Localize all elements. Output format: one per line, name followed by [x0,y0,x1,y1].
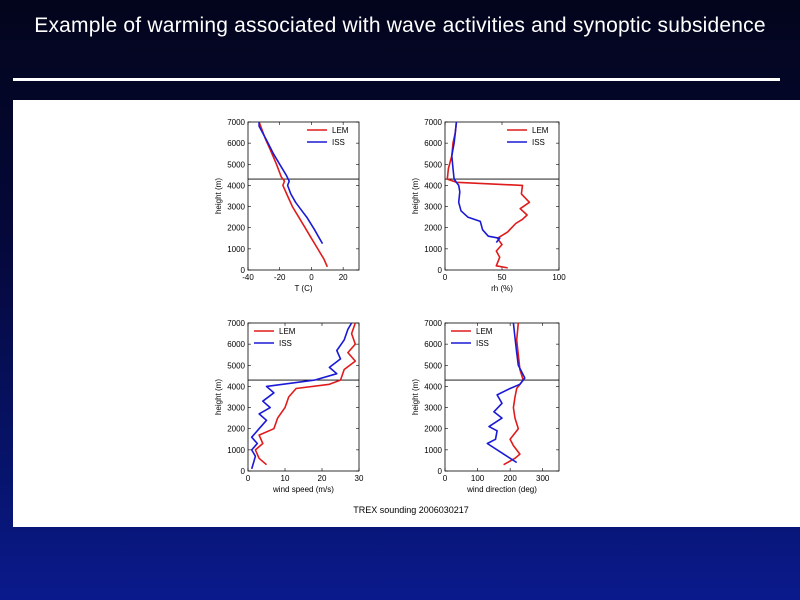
panel-3-y-tick-label: 7000 [227,319,245,328]
panel-2-y-axis-label: height (m) [411,178,420,214]
panel-3-series-lem [254,322,357,466]
panel-3-y-tick-label: 2000 [227,425,245,434]
panel-2-y-tick-label: 4000 [424,181,442,190]
panel-2-y-tick-label: 3000 [424,203,442,212]
panel-3-x-tick-label: 10 [281,474,290,483]
panel-2-legend-label-lem: LEM [532,126,549,135]
panel-1-x-tick-label: 20 [339,273,348,282]
panel-2-y-tick-label: 2000 [424,224,442,233]
panel-1-y-tick-label: 5000 [227,160,245,169]
panel-1-y-tick-label: 1000 [227,245,245,254]
panel-4-y-tick-label: 4000 [424,382,442,391]
panel-2-x-tick-label: 100 [552,273,566,282]
panel-1-plot-area [247,121,360,271]
panel-3-x-axis-label: wind speed (m/s) [272,485,334,494]
panel-3-x-tick-label: 0 [246,474,251,483]
panel-1-series-lem [258,121,329,268]
panel-2-x-tick-label: 0 [443,273,448,282]
panel-2-y-tick-label: 6000 [424,139,442,148]
slide-title: Example of warming associated with wave … [34,14,766,37]
panel-4-y-axis-label: height (m) [411,379,420,415]
panel-1-y-tick-label: 2000 [227,224,245,233]
panel-3-y-tick-label: 0 [241,467,246,476]
panel-3-legend-label-iss: ISS [279,339,292,348]
panel-2-y-tick-label: 5000 [424,160,442,169]
panel-4-x-tick-label: 0 [443,474,448,483]
panel-4-series-iss [486,322,526,464]
panel-4-y-tick-label: 2000 [424,425,442,434]
panel-4-y-tick-label: 3000 [424,404,442,413]
panel-4-y-tick-label: 6000 [424,340,442,349]
panel-4-plot-area [444,322,560,472]
panel-4-x-tick-label: 200 [503,474,517,483]
panel-2-y-tick-label: 7000 [424,118,442,127]
panel-3-y-tick-label: 4000 [227,382,245,391]
panel-4-x-tick-label: 300 [536,474,550,483]
panel-1-x-axis-label: T (C) [294,284,312,293]
sounding-figure: TREX sounding 2006030217 010002000300040… [214,118,566,515]
panel-3-y-tick-label: 5000 [227,361,245,370]
panel-1-legend-label-lem: LEM [332,126,349,135]
panel-1-y-tick-label: 3000 [227,203,245,212]
title-divider [13,78,780,81]
panel-3-x-tick-label: 20 [318,474,327,483]
panel-2-x-tick-label: 50 [498,273,507,282]
panel-3-y-axis-label: height (m) [214,379,223,415]
panel-3-x-tick-label: 30 [355,474,364,483]
panel-1-y-tick-label: 7000 [227,118,245,127]
panel-1-y-tick-label: 4000 [227,181,245,190]
panel-4-y-tick-label: 7000 [424,319,442,328]
panel-3-y-tick-label: 3000 [227,404,245,413]
panel-1-x-tick-label: 0 [309,273,314,282]
panel-4-legend-label-lem: LEM [476,327,493,336]
panel-3-y-tick-label: 6000 [227,340,245,349]
panel-3-series-iss [250,322,353,470]
panel-4-series-lem [503,322,524,466]
panel-1-legend-label-iss: ISS [332,138,345,147]
panel-1-y-tick-label: 0 [241,266,246,275]
panel-1-x-tick-label: -40 [242,273,254,282]
panel-2-series-iss [451,121,501,244]
panel-1-y-axis-label: height (m) [214,178,223,214]
panel-3-plot-area [247,322,360,472]
panel-4-y-tick-label: 1000 [424,446,442,455]
panel-2-y-tick-label: 1000 [424,245,442,254]
panel-1-x-tick-label: -20 [274,273,286,282]
panel-3-y-tick-label: 1000 [227,446,245,455]
panel-4-x-axis-label: wind direction (deg) [466,485,537,494]
panel-4-y-tick-label: 0 [438,467,443,476]
panel-2-y-tick-label: 0 [438,266,443,275]
panel-3-legend-label-lem: LEM [279,327,296,336]
panel-1-y-tick-label: 6000 [227,139,245,148]
panel-4-y-tick-label: 5000 [424,361,442,370]
panel-2-series-lem [446,121,531,269]
panel-1-series-iss [258,122,324,245]
figure-panel: TREX sounding 2006030217 0 1000 2000 3000 40… [13,100,800,527]
figure-caption: TREX sounding 2006030217 [353,505,469,515]
panel-2-legend-label-iss: ISS [532,138,545,147]
panel-4-legend-label-iss: ISS [476,339,489,348]
panel-4-x-tick-label: 100 [471,474,485,483]
panel-2-x-axis-label: rh (%) [491,284,513,293]
